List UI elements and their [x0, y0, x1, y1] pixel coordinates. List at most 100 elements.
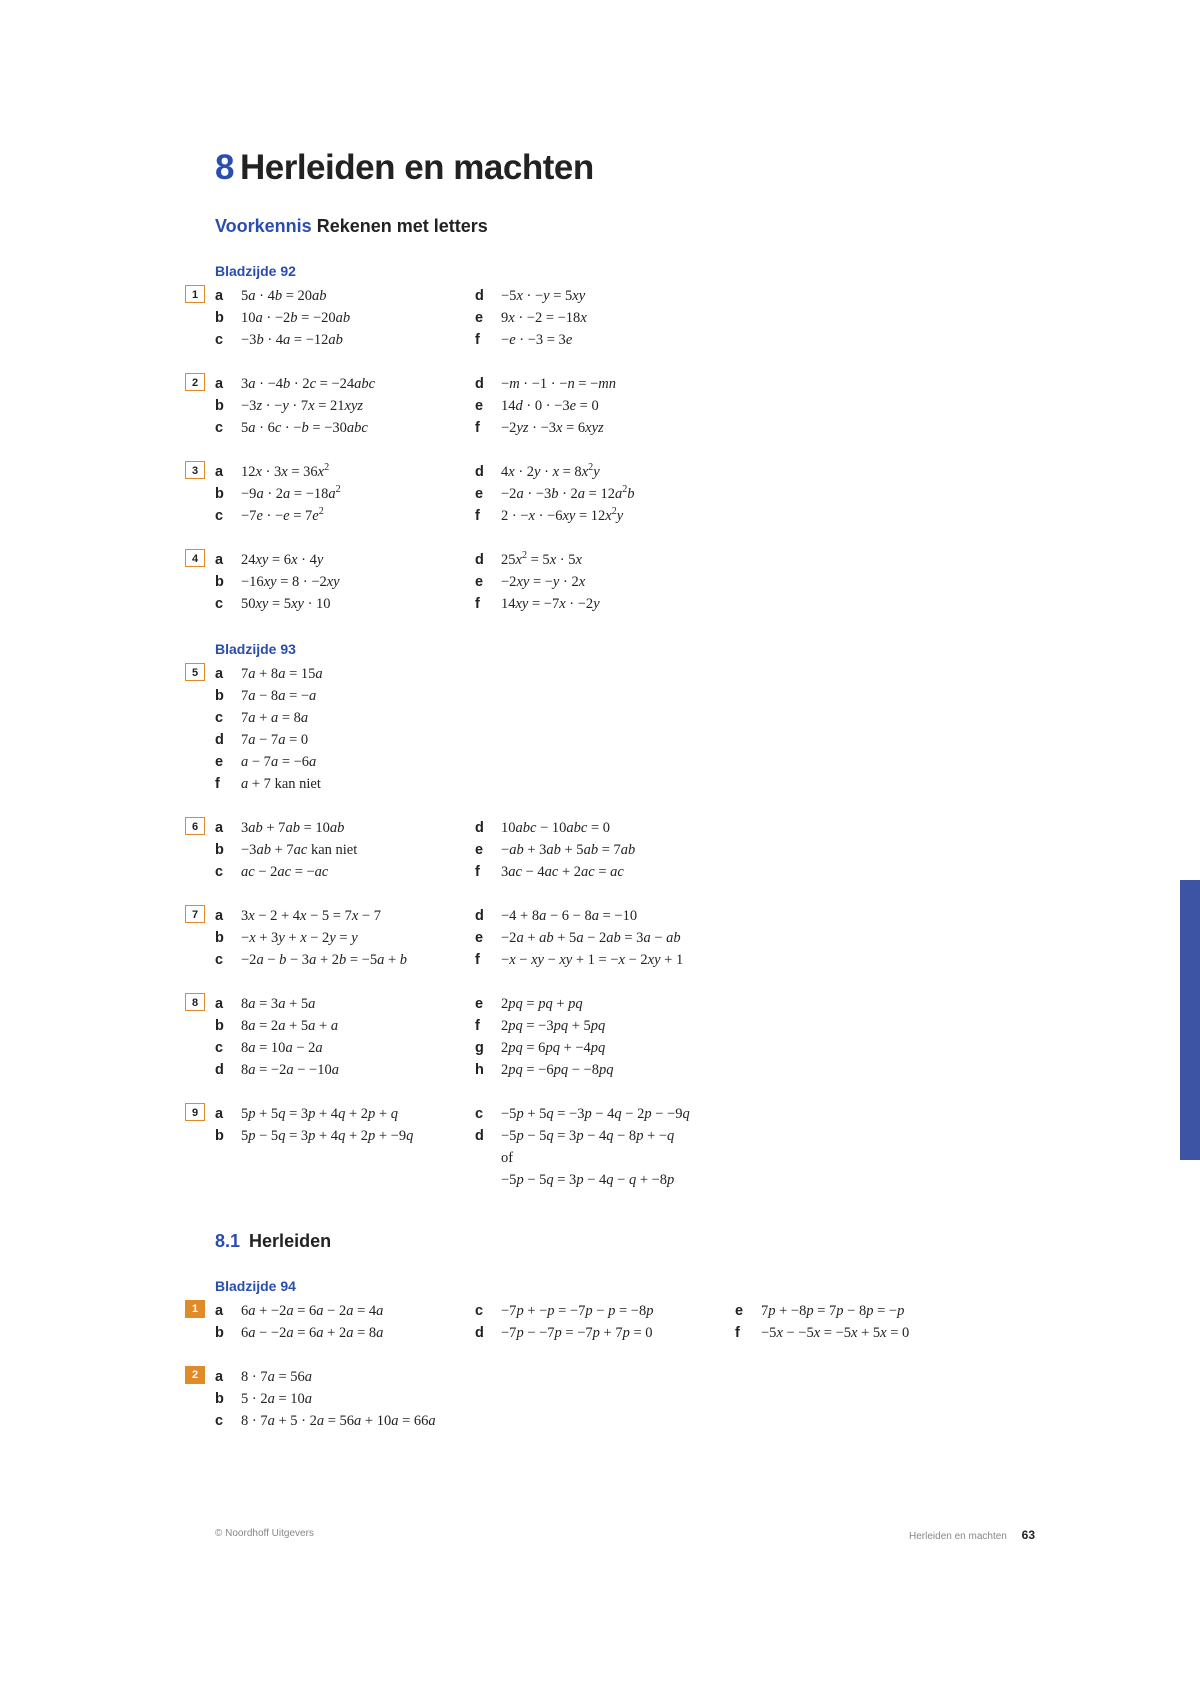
item-letter: a [215, 549, 229, 571]
exercise-item: b−3z · −y · 7x = 21xyz [215, 395, 475, 417]
exercise-item: b 5p − 5q = 3p + 4q + 2p + −9q [215, 1125, 475, 1147]
item-letter: e [475, 839, 489, 861]
item-letter: d [475, 1125, 489, 1147]
exercise-column: d−5x · −y = 5xye9x · −2 = −18xf−e · −3 =… [475, 285, 735, 351]
exercise-item: c 8a = 10a − 2a [215, 1037, 475, 1059]
item-math: ac − 2ac = −ac [241, 861, 328, 883]
exercise-item: c8 · 7a + 5 · 2a = 56a + 10a = 66a [215, 1410, 475, 1432]
item-math: −2yz · −3x = 6xyz [501, 417, 604, 439]
item-math: 50xy = 5xy · 10 [241, 593, 331, 615]
exercise-item: f−2yz · −3x = 6xyz [475, 417, 735, 439]
exercise-column: a7a + 8a = 15ab7a − 8a = −ac7a + a = 8ad… [215, 663, 475, 795]
exercise-items: a7a + 8a = 15ab7a − 8a = −ac7a + a = 8ad… [215, 663, 1035, 795]
item-letter: e [475, 927, 489, 949]
item-letter: d [475, 817, 489, 839]
exercise-column: a3x − 2 + 4x − 5 = 7x − 7b−x + 3y + x − … [215, 905, 475, 971]
item-letter: e [735, 1300, 749, 1322]
item-letter: f [475, 505, 489, 527]
exercise-item: e−ab + 3ab + 5ab = 7ab [475, 839, 735, 861]
footer-right: Herleiden en machten 63 [909, 1528, 1035, 1542]
exercise-item: e−2a · −3b · 2a = 12a2b [475, 483, 735, 505]
exercise-column: a3a · −4b · 2c = −24abcb−3z · −y · 7x = … [215, 373, 475, 439]
exercise-items: a8 · 7a = 56ab5 · 2a = 10ac8 · 7a + 5 · … [215, 1366, 1035, 1432]
exercise-item: f3ac − 4ac + 2ac = ac [475, 861, 735, 883]
chapter-title-text: Herleiden en machten [240, 148, 594, 187]
exercise-8: 8a8a = 3a + 5ab8a = 2a + 5a + ac8a = 10a… [185, 993, 1035, 1081]
item-math: −4 + 8a − 6 − 8a = −10 [501, 905, 637, 927]
item-math: 3ac − 4ac + 2ac = ac [501, 861, 624, 883]
exercise-item: f2 · −x · −6xy = 12x2y [475, 505, 735, 527]
item-math: 2pq = −6pq − −8pq [501, 1059, 613, 1081]
exercise-item: e 2pq = pq + pq [475, 993, 735, 1015]
item-math: 8a = 10a − 2a [241, 1037, 323, 1059]
exercise-number: 2 [185, 373, 205, 391]
exercise-5: 5a7a + 8a = 15ab7a − 8a = −ac7a + a = 8a… [185, 663, 1035, 795]
item-math: −7e · −e = 7e2 [241, 505, 324, 527]
item-letter: d [475, 1322, 489, 1344]
exercise-item: a3x − 2 + 4x − 5 = 7x − 7 [215, 905, 475, 927]
item-math: 2pq = pq + pq [501, 993, 583, 1015]
exercise-item: b5 · 2a = 10a [215, 1388, 475, 1410]
item-math: −e · −3 = 3e [501, 329, 572, 351]
item-letter: b [215, 483, 229, 505]
item-math: −2xy = −y · 2x [501, 571, 585, 593]
exercise-item: f−e · −3 = 3e [475, 329, 735, 351]
item-math: 5p + 5q = 3p + 4q + 2p + q [241, 1103, 398, 1125]
exercise-item: b7a − 8a = −a [215, 685, 475, 707]
item-letter: e [475, 395, 489, 417]
item-letter: a [215, 663, 229, 685]
item-letter: f [475, 1015, 489, 1037]
item-letter: b [215, 927, 229, 949]
exercise-number: 6 [185, 817, 205, 835]
exercise-item: d−7p − −7p = −7p + 7p = 0 [475, 1322, 735, 1344]
exercise-item: e7p + −8p = 7p − 8p = −p [735, 1300, 995, 1322]
item-letter: e [475, 993, 489, 1015]
exercise-item: d8a = −2a − −10a [215, 1059, 475, 1081]
item-letter: e [215, 751, 229, 773]
item-math: −3ab + 7ac kan niet [241, 839, 357, 861]
exercise-1: 1a5a · 4b = 20abb10a · −2b = −20abc−3b ·… [185, 285, 1035, 351]
item-math: −5p − 5q = 3p − 4q − 8p + −q [501, 1125, 674, 1147]
exercise-item: e −2xy = −y · 2x [475, 571, 735, 593]
page-label-93: Bladzijde 93 [215, 641, 1035, 657]
item-math: 2pq = −3pq + 5pq [501, 1015, 605, 1037]
item-letter: e [475, 571, 489, 593]
item-math: −m · −1 · −n = −mn [501, 373, 616, 395]
section-81-num: 8.1 [215, 1231, 240, 1251]
item-math: −2a − b − 3a + 2b = −5a + b [241, 949, 407, 971]
item-letter: c [475, 1103, 489, 1125]
item-math: 3a · −4b · 2c = −24abc [241, 373, 375, 395]
exercise-s1: 1a6a + −2a = 6a − 2a = 4ab6a − −2a = 6a … [185, 1300, 1035, 1344]
exercise-item: d−m · −1 · −n = −mn [475, 373, 735, 395]
item-letter: h [475, 1059, 489, 1081]
item-math: of [501, 1147, 513, 1169]
exercise-item: a8a = 3a + 5a [215, 993, 475, 1015]
exercise-item: c5a · 6c · −b = −30abc [215, 417, 475, 439]
exercise-item: d10abc − 10abc = 0 [475, 817, 735, 839]
item-letter [475, 1169, 489, 1191]
item-math: 5a · 6c · −b = −30abc [241, 417, 368, 439]
item-math: 5p − 5q = 3p + 4q + 2p + −9q [241, 1125, 413, 1147]
exercise-item: b−9a · 2a = −18a2 [215, 483, 475, 505]
exercise-column: d10abc − 10abc = 0e−ab + 3ab + 5ab = 7ab… [475, 817, 735, 883]
item-letter: c [215, 1037, 229, 1059]
exercise-item: fa + 7 kan niet [215, 773, 475, 795]
exercise-item: c ac − 2ac = −ac [215, 861, 475, 883]
item-letter: b [215, 1125, 229, 1147]
exercise-column: a8a = 3a + 5ab8a = 2a + 5a + ac 8a = 10a … [215, 993, 475, 1081]
exercise-item: e−2a + ab + 5a − 2ab = 3a − ab [475, 927, 735, 949]
item-letter: c [215, 1410, 229, 1432]
exercise-item: c−7e · −e = 7e2 [215, 505, 475, 527]
item-math: 8a = 2a + 5a + a [241, 1015, 338, 1037]
exercise-item: e9x · −2 = −18x [475, 307, 735, 329]
item-math: 2pq = 6pq + −4pq [501, 1037, 605, 1059]
exercise-column: e7p + −8p = 7p − 8p = −pf−5x − −5x = −5x… [735, 1300, 995, 1344]
item-math: 3ab + 7ab = 10ab [241, 817, 344, 839]
exercise-column: a5p + 5q = 3p + 4q + 2p + qb5p − 5q = 3p… [215, 1103, 475, 1191]
item-letter: c [215, 861, 229, 883]
exercise-item: b8a = 2a + 5a + a [215, 1015, 475, 1037]
exercise-items: a3x − 2 + 4x − 5 = 7x − 7b−x + 3y + x − … [215, 905, 1035, 971]
page-footer: © Noordhoff Uitgevers Herleiden en macht… [215, 1528, 1035, 1542]
item-letter: f [215, 773, 229, 795]
exercise-item: c7a + a = 8a [215, 707, 475, 729]
